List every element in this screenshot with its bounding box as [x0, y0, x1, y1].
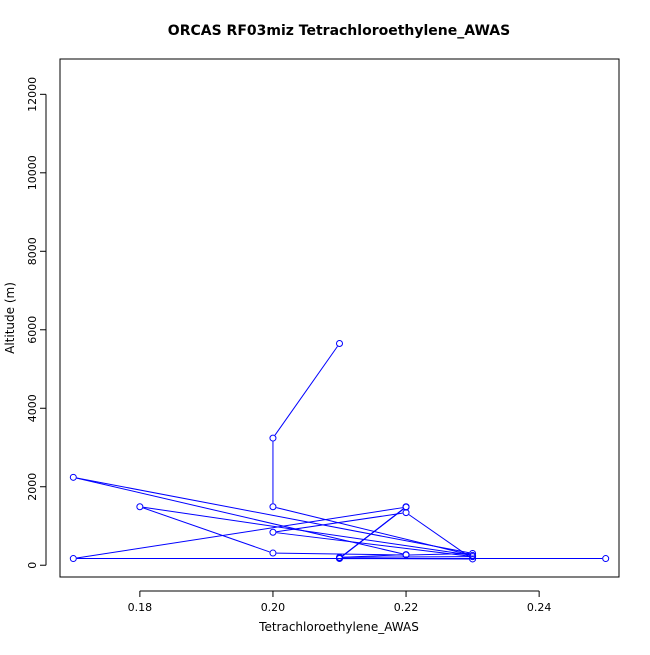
- y-tick-label: 0: [26, 562, 39, 569]
- chart-title: ORCAS RF03miz Tetrachloroethylene_AWAS: [168, 23, 510, 39]
- x-tick-label: 0.22: [394, 601, 419, 614]
- x-tick-label: 0.20: [261, 601, 286, 614]
- y-tick-label: 10000: [26, 155, 39, 190]
- y-tick-label: 2000: [26, 473, 39, 501]
- y-tick-label: 6000: [26, 316, 39, 344]
- x-axis-label: Tetrachloroethylene_AWAS: [258, 620, 419, 634]
- y-tick-label: 12000: [26, 77, 39, 112]
- y-axis-label: Altitude (m): [3, 282, 17, 354]
- x-tick-label: 0.18: [128, 601, 153, 614]
- x-tick-label: 0.24: [527, 601, 552, 614]
- y-tick-label: 8000: [26, 237, 39, 265]
- y-tick-label: 4000: [26, 394, 39, 422]
